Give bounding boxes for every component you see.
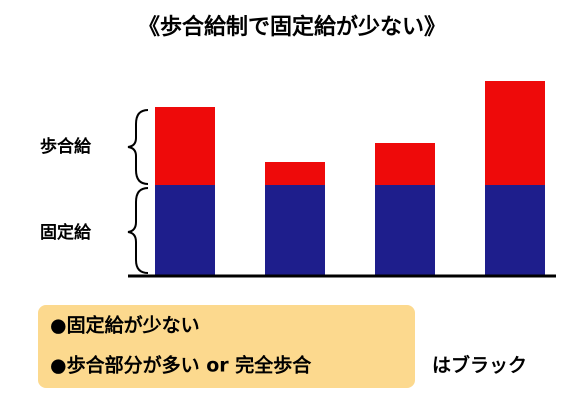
- bar-segment: [375, 143, 435, 185]
- bar-segment: [375, 185, 435, 276]
- chart-title: 《歩合給制で固定給が少ない》: [138, 14, 446, 40]
- note-line: ●歩合部分が多い or 完全歩合: [50, 354, 312, 377]
- brace: [127, 109, 149, 185]
- brace: [127, 187, 149, 274]
- note-conclusion: はブラック: [432, 354, 527, 377]
- legend-label: 固定給: [40, 222, 92, 243]
- bar-segment: [485, 185, 545, 276]
- bar-segment: [485, 81, 545, 185]
- bar-segment: [155, 185, 215, 276]
- note-box: [38, 305, 415, 388]
- bar-segment: [155, 107, 215, 185]
- bar-segment: [265, 185, 325, 276]
- note-line: ●固定給が少ない: [50, 314, 200, 337]
- legend-label: 歩合給: [40, 136, 92, 157]
- bar-segment: [265, 162, 325, 185]
